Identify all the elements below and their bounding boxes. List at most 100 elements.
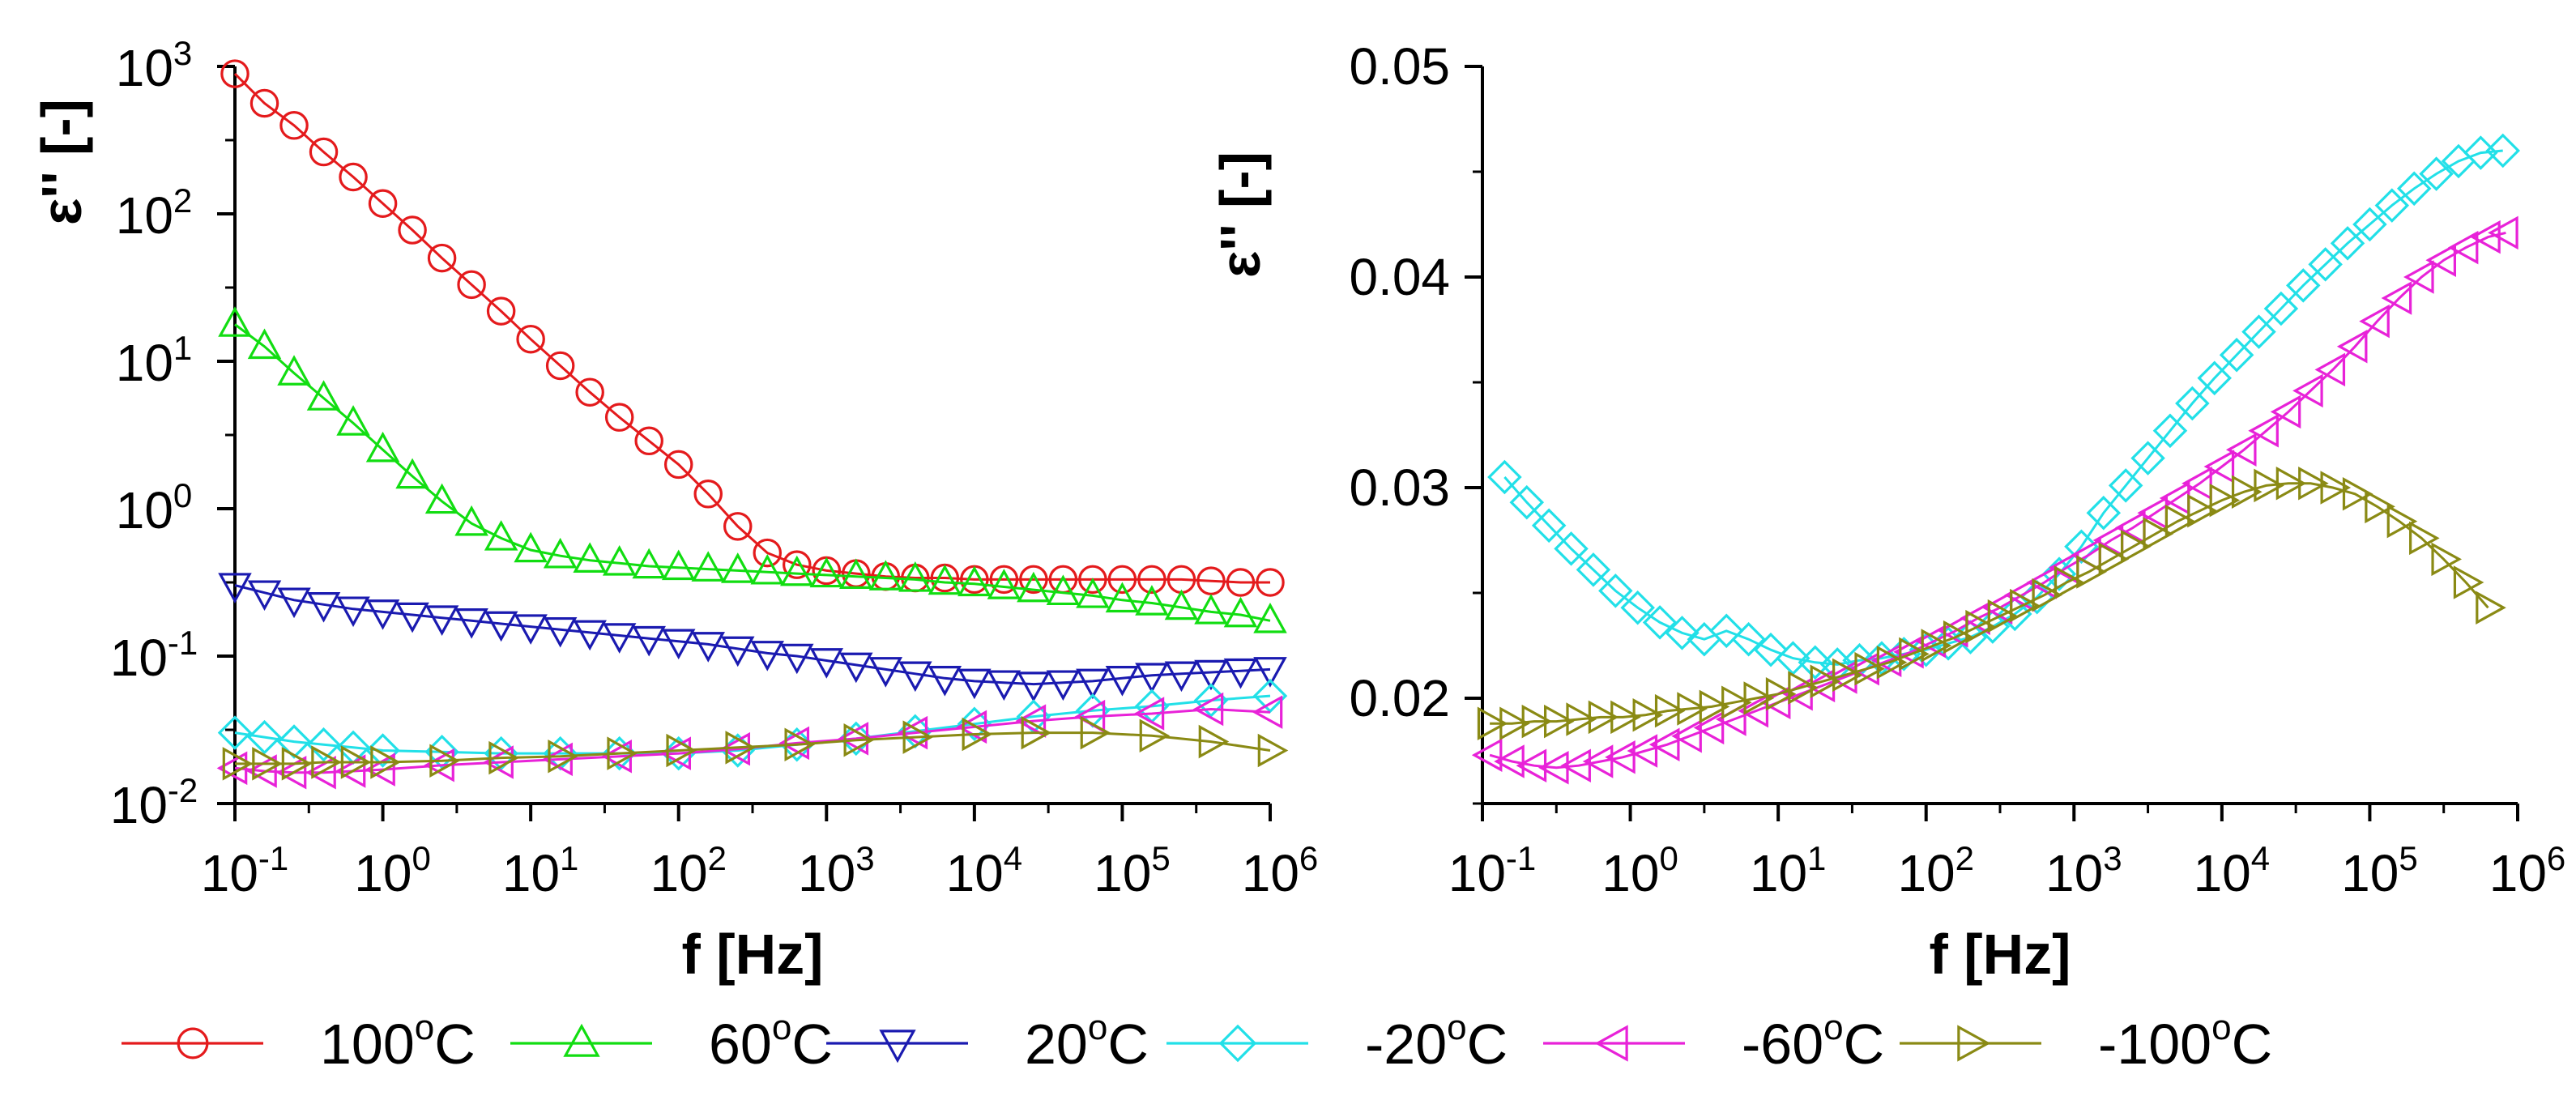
legend-label-degree: o	[1447, 1008, 1466, 1047]
data-point-100C	[249, 88, 279, 118]
data-point-m60C	[1015, 704, 1047, 738]
legend-label-degree: o	[415, 1008, 434, 1047]
data-point-m100C	[2032, 578, 2063, 612]
data-point-60C	[218, 306, 252, 337]
legend-label-m60C: -60oC	[1742, 1008, 1884, 1076]
series-60C	[218, 306, 1287, 633]
legend-item-m60C: -60oC	[1543, 1008, 1884, 1076]
data-point-m100C	[2386, 504, 2418, 539]
data-point-60C	[809, 556, 844, 588]
y-tick-label: 0.04	[1349, 248, 1450, 306]
data-point-m60C	[2425, 243, 2456, 277]
data-point-m20C	[2286, 268, 2321, 303]
legend-label-value: -100	[2098, 1013, 2211, 1076]
x-tick-label: 104	[2194, 839, 2271, 902]
data-point-m60C	[2181, 467, 2212, 501]
data-point-60C	[484, 520, 518, 551]
legend-label-unit: C	[1467, 1013, 1508, 1076]
series-100C	[220, 59, 1285, 597]
legend-label-100C: 100oC	[320, 1008, 476, 1076]
data-point-100C	[486, 296, 516, 326]
data-point-20C	[1223, 658, 1258, 689]
data-point-m100C	[2231, 475, 2263, 509]
data-point-20C	[1046, 670, 1081, 701]
data-point-m100C	[2121, 530, 2152, 564]
data-point-m100C	[1544, 704, 1575, 739]
data-point-m100C	[370, 745, 401, 779]
x-tick-label: 100	[354, 839, 431, 902]
data-point-20C	[395, 602, 429, 633]
legend-label-unit: C	[2232, 1013, 2273, 1076]
data-point-20C	[691, 632, 725, 663]
legend-label-m20C: -20oC	[1365, 1008, 1508, 1076]
legend-label-unit: C	[791, 1013, 833, 1076]
data-point-100C	[575, 377, 604, 407]
data-point-m60C	[305, 756, 336, 790]
data-point-20C	[780, 643, 814, 675]
data-point-100C	[1226, 568, 1256, 597]
data-point-60C	[573, 542, 607, 573]
legend-marker-60C	[563, 1023, 600, 1057]
data-point-m100C	[1743, 681, 1775, 715]
x-tick-label-exponent: 5	[2399, 839, 2417, 877]
data-point-m20C	[1487, 459, 1522, 495]
data-point-60C	[543, 537, 578, 569]
data-point-20C	[247, 580, 282, 612]
data-point-m60C	[2225, 433, 2257, 467]
data-point-m100C	[1654, 693, 1686, 728]
data-point-m100C	[1610, 700, 1641, 735]
data-point-20C	[336, 596, 370, 628]
data-point-m60C	[1494, 744, 1525, 778]
x-tick-label-base: 10	[2341, 844, 2399, 902]
data-point-m60C	[2447, 230, 2479, 265]
x-axis-title: f [Hz]	[1930, 923, 2071, 986]
data-point-m20C	[2330, 226, 2365, 261]
data-point-m20C	[2485, 133, 2521, 168]
x-tick-label-base: 10	[1242, 844, 1299, 902]
data-point-60C	[1194, 594, 1228, 625]
x-tick-label-base: 10	[1448, 844, 1506, 902]
data-point-20C	[543, 616, 578, 648]
data-point-100C	[368, 189, 398, 219]
data-point-m100C	[2298, 467, 2329, 501]
y-tick-label-exponent: 0	[173, 476, 192, 514]
data-point-20C	[1076, 668, 1110, 700]
data-point-20C	[277, 587, 311, 619]
data-point-m20C	[1642, 605, 1678, 640]
data-point-m20C	[2308, 247, 2343, 282]
data-point-20C	[928, 666, 962, 697]
legend-item-20C: 20oC	[826, 1008, 1149, 1076]
x-tick-label-base: 10	[2194, 844, 2251, 902]
data-point-100C	[1019, 565, 1048, 595]
data-point-60C	[928, 564, 962, 595]
data-point-20C	[454, 608, 488, 639]
x-tick-label-base: 10	[1897, 844, 1955, 902]
data-point-m60C	[275, 756, 307, 790]
data-point-m20C	[1753, 632, 1789, 667]
data-point-m60C	[2203, 450, 2235, 484]
data-point-m100C	[2164, 504, 2196, 539]
data-point-m20C	[2396, 171, 2432, 207]
data-point-m100C	[2076, 555, 2107, 589]
x-tick-label: 10-1	[1448, 839, 1537, 902]
left-chart-panel: 10-1 100 101 102 103 104 105 10610-210-11001011…	[30, 34, 1318, 986]
data-point-m20C	[2263, 291, 2299, 326]
x-tick-label-base: 10	[201, 844, 258, 902]
data-point-60C	[1223, 596, 1258, 628]
data-point-m60C	[2359, 304, 2390, 339]
data-point-20C	[1105, 666, 1140, 697]
data-point-60C	[1105, 582, 1140, 613]
data-point-m100C	[1198, 724, 1230, 759]
x-tick-label: 10-1	[201, 839, 289, 902]
data-point-m100C	[2187, 493, 2218, 528]
data-point-100C	[220, 59, 249, 88]
data-point-100C	[545, 351, 575, 381]
data-point-m60C	[1627, 734, 1658, 768]
data-point-20C	[987, 670, 1021, 701]
data-point-m60C	[1252, 695, 1283, 729]
x-tick-label-exponent: 1	[1807, 839, 1826, 877]
data-point-20C	[750, 641, 785, 672]
y-tick-label: 0.03	[1349, 458, 1450, 517]
legend-label-unit: C	[1844, 1013, 1885, 1076]
x-tick-label-exponent: 2	[1955, 839, 1974, 877]
